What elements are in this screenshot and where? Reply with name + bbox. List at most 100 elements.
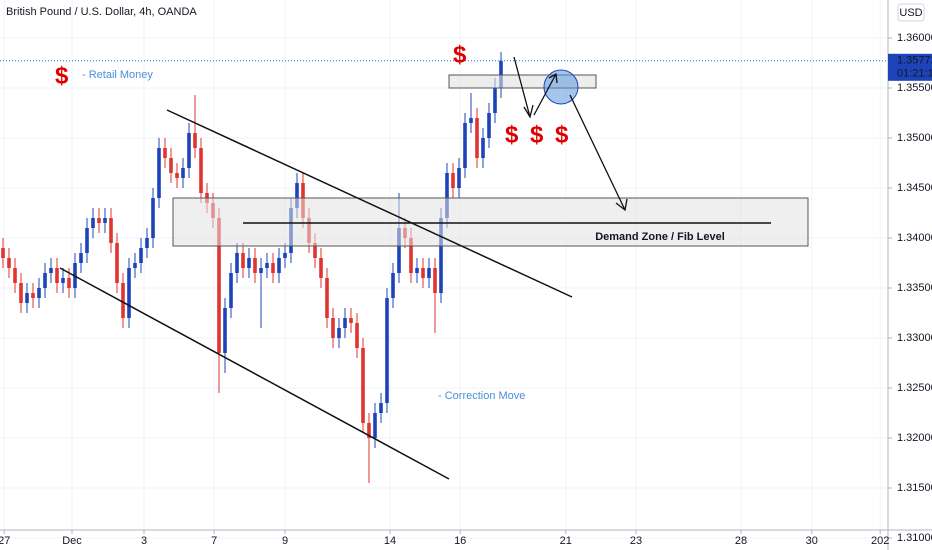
candle-body: [43, 273, 47, 288]
candle-body: [337, 328, 341, 338]
y-tick-label: 1.35000: [897, 132, 932, 144]
candle-body: [13, 268, 17, 283]
y-tick-label: 1.34500: [897, 182, 932, 194]
target-circle: [543, 69, 579, 105]
candle-body: [25, 293, 29, 303]
candle-body: [433, 268, 437, 293]
candle-body: [379, 403, 383, 413]
candle-body: [61, 278, 65, 283]
candle-body: [493, 88, 497, 113]
candle-body: [139, 248, 143, 263]
candle-body: [223, 308, 227, 353]
candle-body: [181, 168, 185, 178]
candle-body: [397, 228, 401, 273]
candle-body: [193, 133, 197, 148]
dollar-sign: $: [555, 121, 569, 148]
candle-body: [271, 263, 275, 273]
x-tick-label: 202: [871, 535, 889, 547]
candle-body: [1, 248, 5, 258]
candle-body: [121, 283, 125, 318]
candle-body: [373, 413, 377, 438]
y-tick-label: 1.31000: [897, 532, 932, 544]
candle-body: [67, 278, 71, 288]
candle-body: [475, 118, 479, 158]
candle-body: [157, 148, 161, 198]
candle-body: [355, 323, 359, 348]
x-tick-label: Dec: [62, 535, 82, 547]
candle-body: [187, 133, 191, 168]
y-tick-label: 1.33500: [897, 282, 932, 294]
candle-body: [115, 243, 119, 283]
x-tick-label: 14: [384, 535, 396, 547]
dollar-sign: $: [505, 121, 519, 148]
candle-body: [331, 318, 335, 338]
last-price-label: 1.35772: [897, 55, 932, 67]
candle-body: [415, 268, 419, 273]
candle-body: [259, 268, 263, 273]
x-tick-label: 9: [282, 535, 288, 547]
candle-body: [391, 273, 395, 298]
candle-body: [313, 243, 317, 258]
y-tick-label: 1.34000: [897, 232, 932, 244]
y-tick-label: 1.33000: [897, 332, 932, 344]
candle-body: [85, 228, 89, 253]
candle-body: [469, 118, 473, 123]
candle-body: [427, 268, 431, 278]
dollar-sign: $: [453, 41, 467, 68]
candle-body: [79, 253, 83, 263]
retail-money-note: - Retail Money: [82, 69, 153, 81]
y-tick-label: 1.32500: [897, 382, 932, 394]
candle-body: [217, 218, 221, 353]
candle-body: [253, 258, 257, 273]
candle-body: [451, 173, 455, 188]
arrow-down: [513, 56, 534, 119]
candle-body: [133, 263, 137, 268]
chart-title: British Pound / U.S. Dollar, 4h, OANDA: [6, 6, 197, 18]
dollar-sign: $: [55, 62, 69, 89]
candle-body: [127, 268, 131, 318]
candle-body: [445, 173, 449, 218]
candle-body: [103, 218, 107, 223]
candle-body: [49, 268, 53, 273]
candle-body: [241, 253, 245, 268]
dollar-sign: $: [530, 121, 544, 148]
candle-body: [439, 218, 443, 293]
grid: [0, 0, 888, 539]
candle-body: [175, 173, 179, 178]
currency: USD: [899, 7, 922, 19]
countdown-label: 01:21:19: [897, 68, 932, 80]
candle-body: [367, 423, 371, 438]
candle-body: [247, 258, 251, 268]
candle-body: [151, 198, 155, 238]
candle-body: [319, 258, 323, 278]
candle-body: [31, 293, 35, 298]
candle-body: [199, 148, 203, 193]
candle-body: [109, 218, 113, 243]
candle-body: [37, 288, 41, 298]
x-tick-label: 21: [560, 535, 572, 547]
candle-body: [349, 318, 353, 323]
candle-body: [481, 138, 485, 158]
candle-body: [463, 123, 467, 168]
arrows: [513, 56, 628, 212]
last-price-box: [888, 53, 932, 81]
y-tick-label: 1.32000: [897, 432, 932, 444]
y-tick-label: 1.31500: [897, 482, 932, 494]
candle-body: [295, 183, 299, 208]
candle-body: [409, 238, 413, 273]
x-tick-label: 27: [0, 535, 10, 547]
channel-upper: [166, 109, 573, 298]
candle-body: [265, 263, 269, 268]
candles: [1, 52, 503, 483]
candle-body: [361, 348, 365, 423]
y-tick-label: 1.35500: [897, 82, 932, 94]
arrow-target: [569, 94, 628, 212]
candle-body: [169, 158, 173, 173]
correction-note: - Correction Move: [438, 390, 525, 402]
candle-body: [235, 253, 239, 273]
candle-body: [163, 148, 167, 158]
currency-box: [897, 3, 925, 22]
candle-body: [457, 168, 461, 188]
candle-body: [55, 268, 59, 283]
